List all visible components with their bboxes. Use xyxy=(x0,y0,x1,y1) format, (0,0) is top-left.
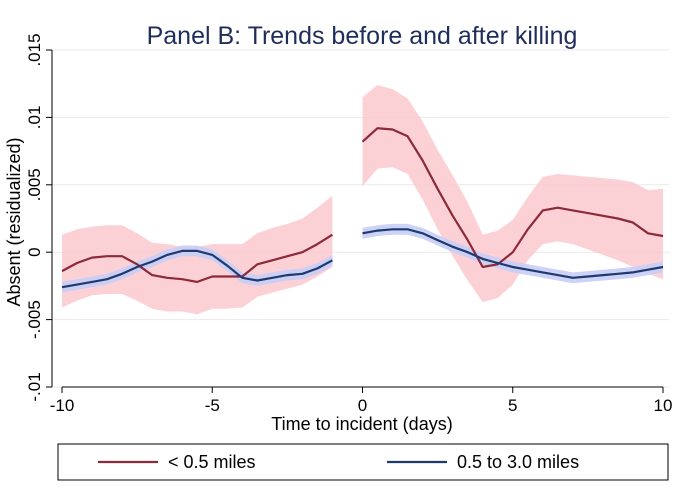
y-tick-label: -.005 xyxy=(25,300,44,339)
legend-box xyxy=(57,443,669,481)
series-line xyxy=(361,127,664,269)
y-axis-title: Absent (residualized) xyxy=(4,137,24,306)
series-line xyxy=(61,249,333,289)
x-tick-label: -5 xyxy=(205,396,220,415)
y-tick-label: -.01 xyxy=(25,372,44,401)
series-line xyxy=(61,233,333,283)
chart-title: Panel B: Trends before and after killing xyxy=(147,22,578,50)
y-tick-label: .005 xyxy=(25,168,44,201)
y-tick-label: .01 xyxy=(25,106,44,130)
x-tick-label: 5 xyxy=(508,396,517,415)
x-tick-label: 10 xyxy=(654,396,673,415)
axes: -.01 -.005 0 .005 .01 .015 -10 -5 0 5 10 xyxy=(25,33,672,415)
legend: < 0.5 miles 0.5 to 3.0 miles xyxy=(57,443,669,481)
legend-label: 0.5 to 3.0 miles xyxy=(457,452,579,472)
confidence-bands xyxy=(62,85,663,315)
x-tick-label: -10 xyxy=(50,396,75,415)
legend-label: < 0.5 miles xyxy=(168,452,256,472)
series-lines xyxy=(61,127,664,289)
series-line xyxy=(362,228,664,279)
y-tick-label: .015 xyxy=(25,33,44,66)
x-axis-title: Time to incident (days) xyxy=(271,414,452,434)
confidence-band xyxy=(62,245,333,293)
confidence-band xyxy=(362,223,663,284)
confidence-band xyxy=(362,85,663,303)
y-tick-label: 0 xyxy=(25,247,44,256)
x-tick-label: 0 xyxy=(358,396,367,415)
